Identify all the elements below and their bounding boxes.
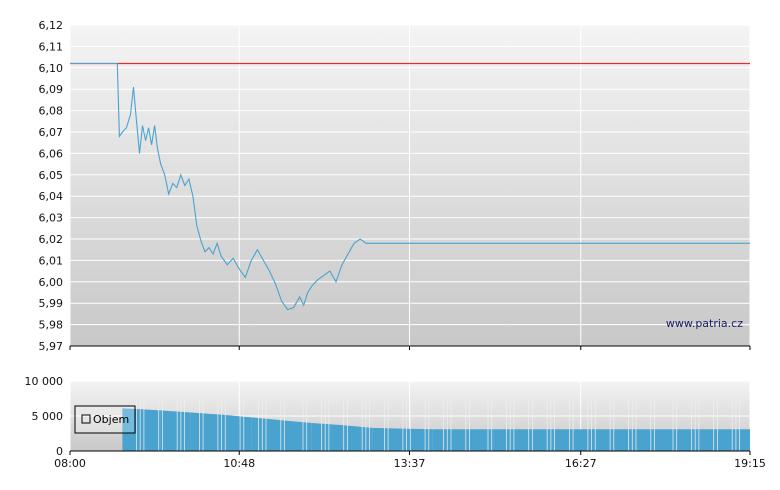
price-series-line [70, 62, 750, 311]
volume-bar [432, 429, 494, 451]
price-y-tick-label: 6,07 [39, 126, 64, 139]
volume-bar [372, 427, 403, 451]
price-y-tick-label: 6,08 [39, 105, 64, 118]
price-y-tick-label: 5,97 [39, 340, 64, 353]
volume-bar [122, 408, 161, 451]
price-panel: 5,97 5,98 5,99 6,00 6,01 6,02 6,03 6,04 6,05 6,06… [39, 19, 751, 353]
price-y-tick-label: 6,03 [39, 212, 64, 225]
price-y-tick-label: 6,04 [39, 190, 64, 203]
watermark[interactable]: www.patria.cz [666, 317, 743, 330]
volume-bar [281, 420, 312, 451]
price-y-tick-label: 6,06 [39, 147, 64, 160]
volume-y-tick-label: 5 000 [32, 410, 64, 423]
price-x-axis-ticks [69, 346, 751, 350]
volume-bar [553, 429, 614, 451]
x-tick-label: 13:37 [394, 457, 426, 470]
legend-swatch-icon [81, 414, 91, 424]
x-tick-label: 19:15 [734, 457, 766, 470]
volume-x-axis-ticks: 08:00 10:48 13:37 16:27 19:15 [54, 451, 766, 470]
price-y-tick-label: 6,12 [39, 19, 64, 32]
price-gridlines [69, 24, 751, 347]
volume-y-tick-label: 0 [56, 445, 63, 458]
price-y-tick-label: 6,10 [39, 62, 64, 75]
price-y-tick-label: 6,02 [39, 233, 64, 246]
volume-bars [122, 401, 750, 451]
volume-bar [160, 410, 191, 451]
legend: Objem [74, 405, 136, 434]
volume-bar [342, 425, 373, 451]
price-y-tick-label: 5,99 [39, 297, 64, 310]
volume-panel: 0 5 000 10 000 08:00 10:48 13:37 16:27 19:15 O… [25, 375, 766, 470]
price-plot-area [70, 25, 750, 346]
x-tick-label: 10:48 [223, 457, 255, 470]
price-y-tick-label: 6,09 [39, 83, 64, 96]
volume-bar [311, 423, 342, 451]
price-y-tick-label: 6,05 [39, 169, 64, 182]
volume-bar [674, 429, 750, 451]
volume-y-tick-label: 10 000 [25, 375, 64, 388]
price-y-axis-ticks: 5,97 5,98 5,99 6,00 6,01 6,02 6,03 6,04 6,05 6,06… [39, 19, 64, 353]
volume-y-axis-ticks: 0 5 000 10 000 [25, 375, 64, 458]
volume-bar [251, 417, 282, 451]
volume-bar [493, 429, 554, 451]
volume-bar [614, 429, 675, 451]
price-y-tick-label: 6,00 [39, 276, 64, 289]
price-y-tick-label: 5,98 [39, 319, 64, 332]
x-tick-label: 16:27 [565, 457, 597, 470]
price-y-tick-label: 6,11 [39, 40, 64, 53]
legend-label: Objem [93, 413, 129, 426]
volume-bar [190, 412, 222, 451]
price-y-tick-label: 6,01 [39, 254, 64, 267]
legend-box [74, 405, 136, 434]
x-tick-label: 08:00 [54, 457, 86, 470]
